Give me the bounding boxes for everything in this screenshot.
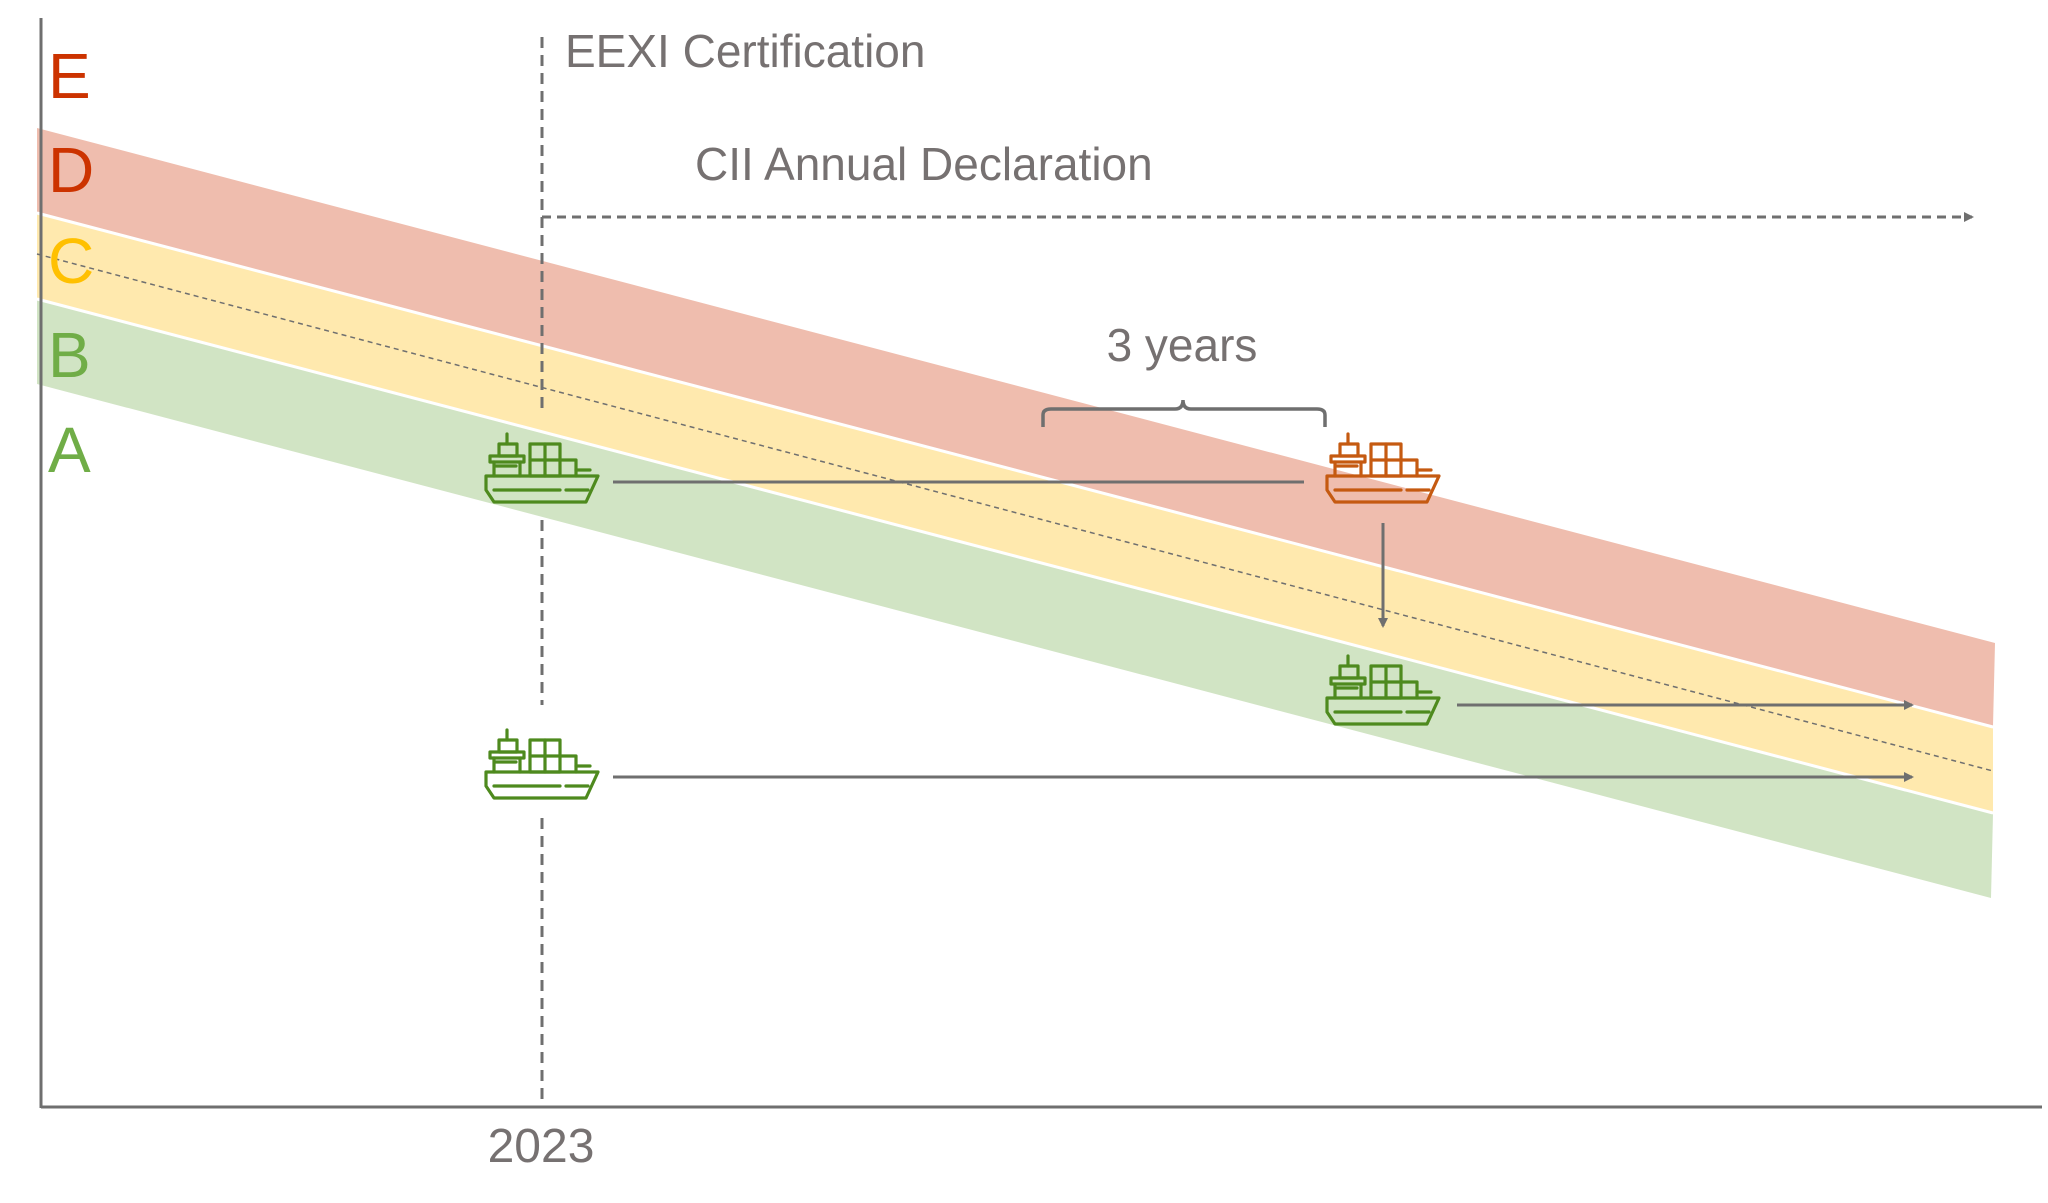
rating-label-d: D: [48, 134, 94, 206]
rating-label-b: B: [48, 319, 91, 391]
three-years-brace: [1041, 399, 1327, 427]
target-trend-line: [36, 253, 1994, 772]
year-2023-label: 2023: [488, 1120, 595, 1173]
band-d-red: [37, 128, 1995, 726]
band-b-green: [37, 300, 1993, 898]
band-separator: [36, 297, 1994, 815]
rating-label-a: A: [48, 414, 91, 486]
three-years-label: 3 years: [1107, 319, 1258, 371]
rating-label-e: E: [48, 40, 91, 112]
eexi-certification-label: EEXI Certification: [565, 25, 925, 77]
rating-label-c: C: [48, 225, 94, 297]
cii-annual-declaration-label: CII Annual Declaration: [695, 138, 1153, 190]
band-separator: [36, 211, 1994, 729]
cargo-ship-icon: [484, 728, 600, 800]
